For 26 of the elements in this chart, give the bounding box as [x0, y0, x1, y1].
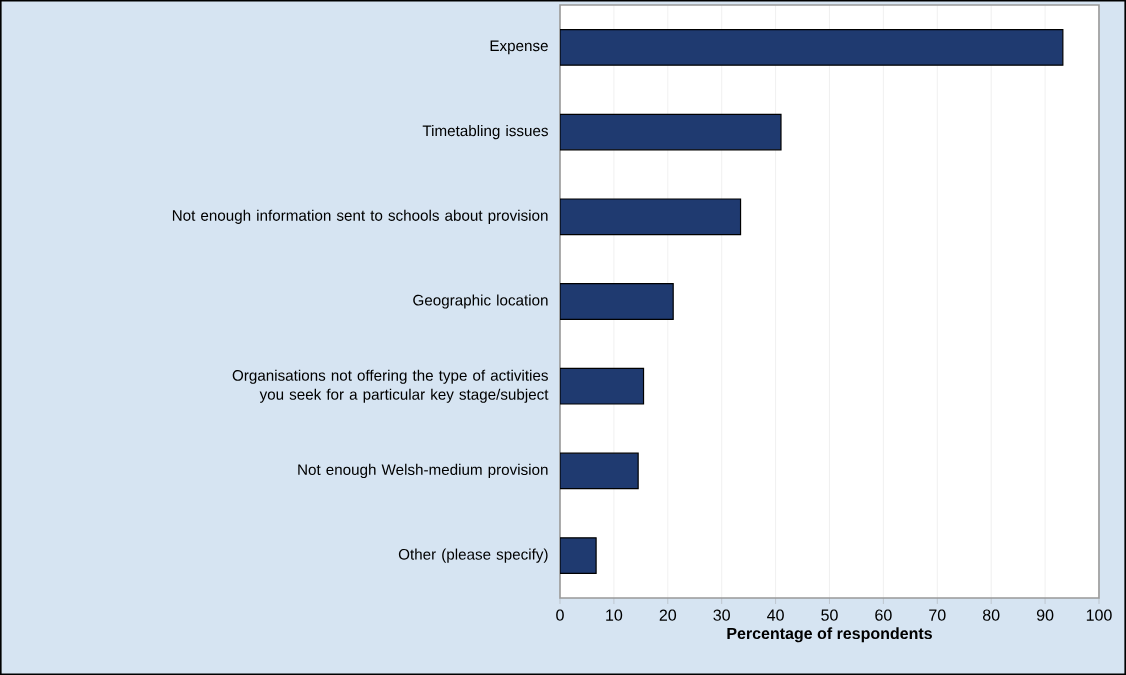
bar [560, 113, 782, 151]
x-tick-label: 10 [606, 609, 623, 621]
bar [560, 283, 674, 320]
bar [560, 198, 742, 236]
bar [560, 28, 1064, 66]
x-tick-label: 30 [713, 609, 730, 621]
bar [560, 452, 639, 490]
x-tick-label: 90 [1036, 609, 1054, 621]
x-axis-title: Percentage of respondents [727, 627, 932, 643]
x-tick-label: 20 [659, 609, 677, 621]
x-tick-label: 50 [821, 609, 838, 621]
y-tick-label: Not enough Welsh-medium provision [298, 463, 548, 479]
y-tick-label: Geographic location [413, 294, 548, 309]
x-tick-label: 100 [1086, 609, 1112, 621]
y-tick-label: Not enough information sent to schools about provision [172, 209, 548, 224]
bar [560, 367, 645, 405]
y-tick-label: Expense [490, 40, 548, 55]
x-tick-label: 0 [556, 609, 564, 621]
y-tick-label: Other (please specify) [398, 548, 548, 563]
bar [560, 537, 597, 575]
x-tick-label: 60 [875, 609, 892, 621]
x-tick-label: 70 [929, 609, 946, 621]
y-tick-label: Organisations not offering the type of activities you seek for a particular key stage/subject [232, 369, 549, 403]
x-tick-label: 40 [767, 609, 784, 621]
y-tick-label: Timetabling issues [422, 125, 548, 140]
x-tick-label: 80 [982, 609, 1000, 621]
